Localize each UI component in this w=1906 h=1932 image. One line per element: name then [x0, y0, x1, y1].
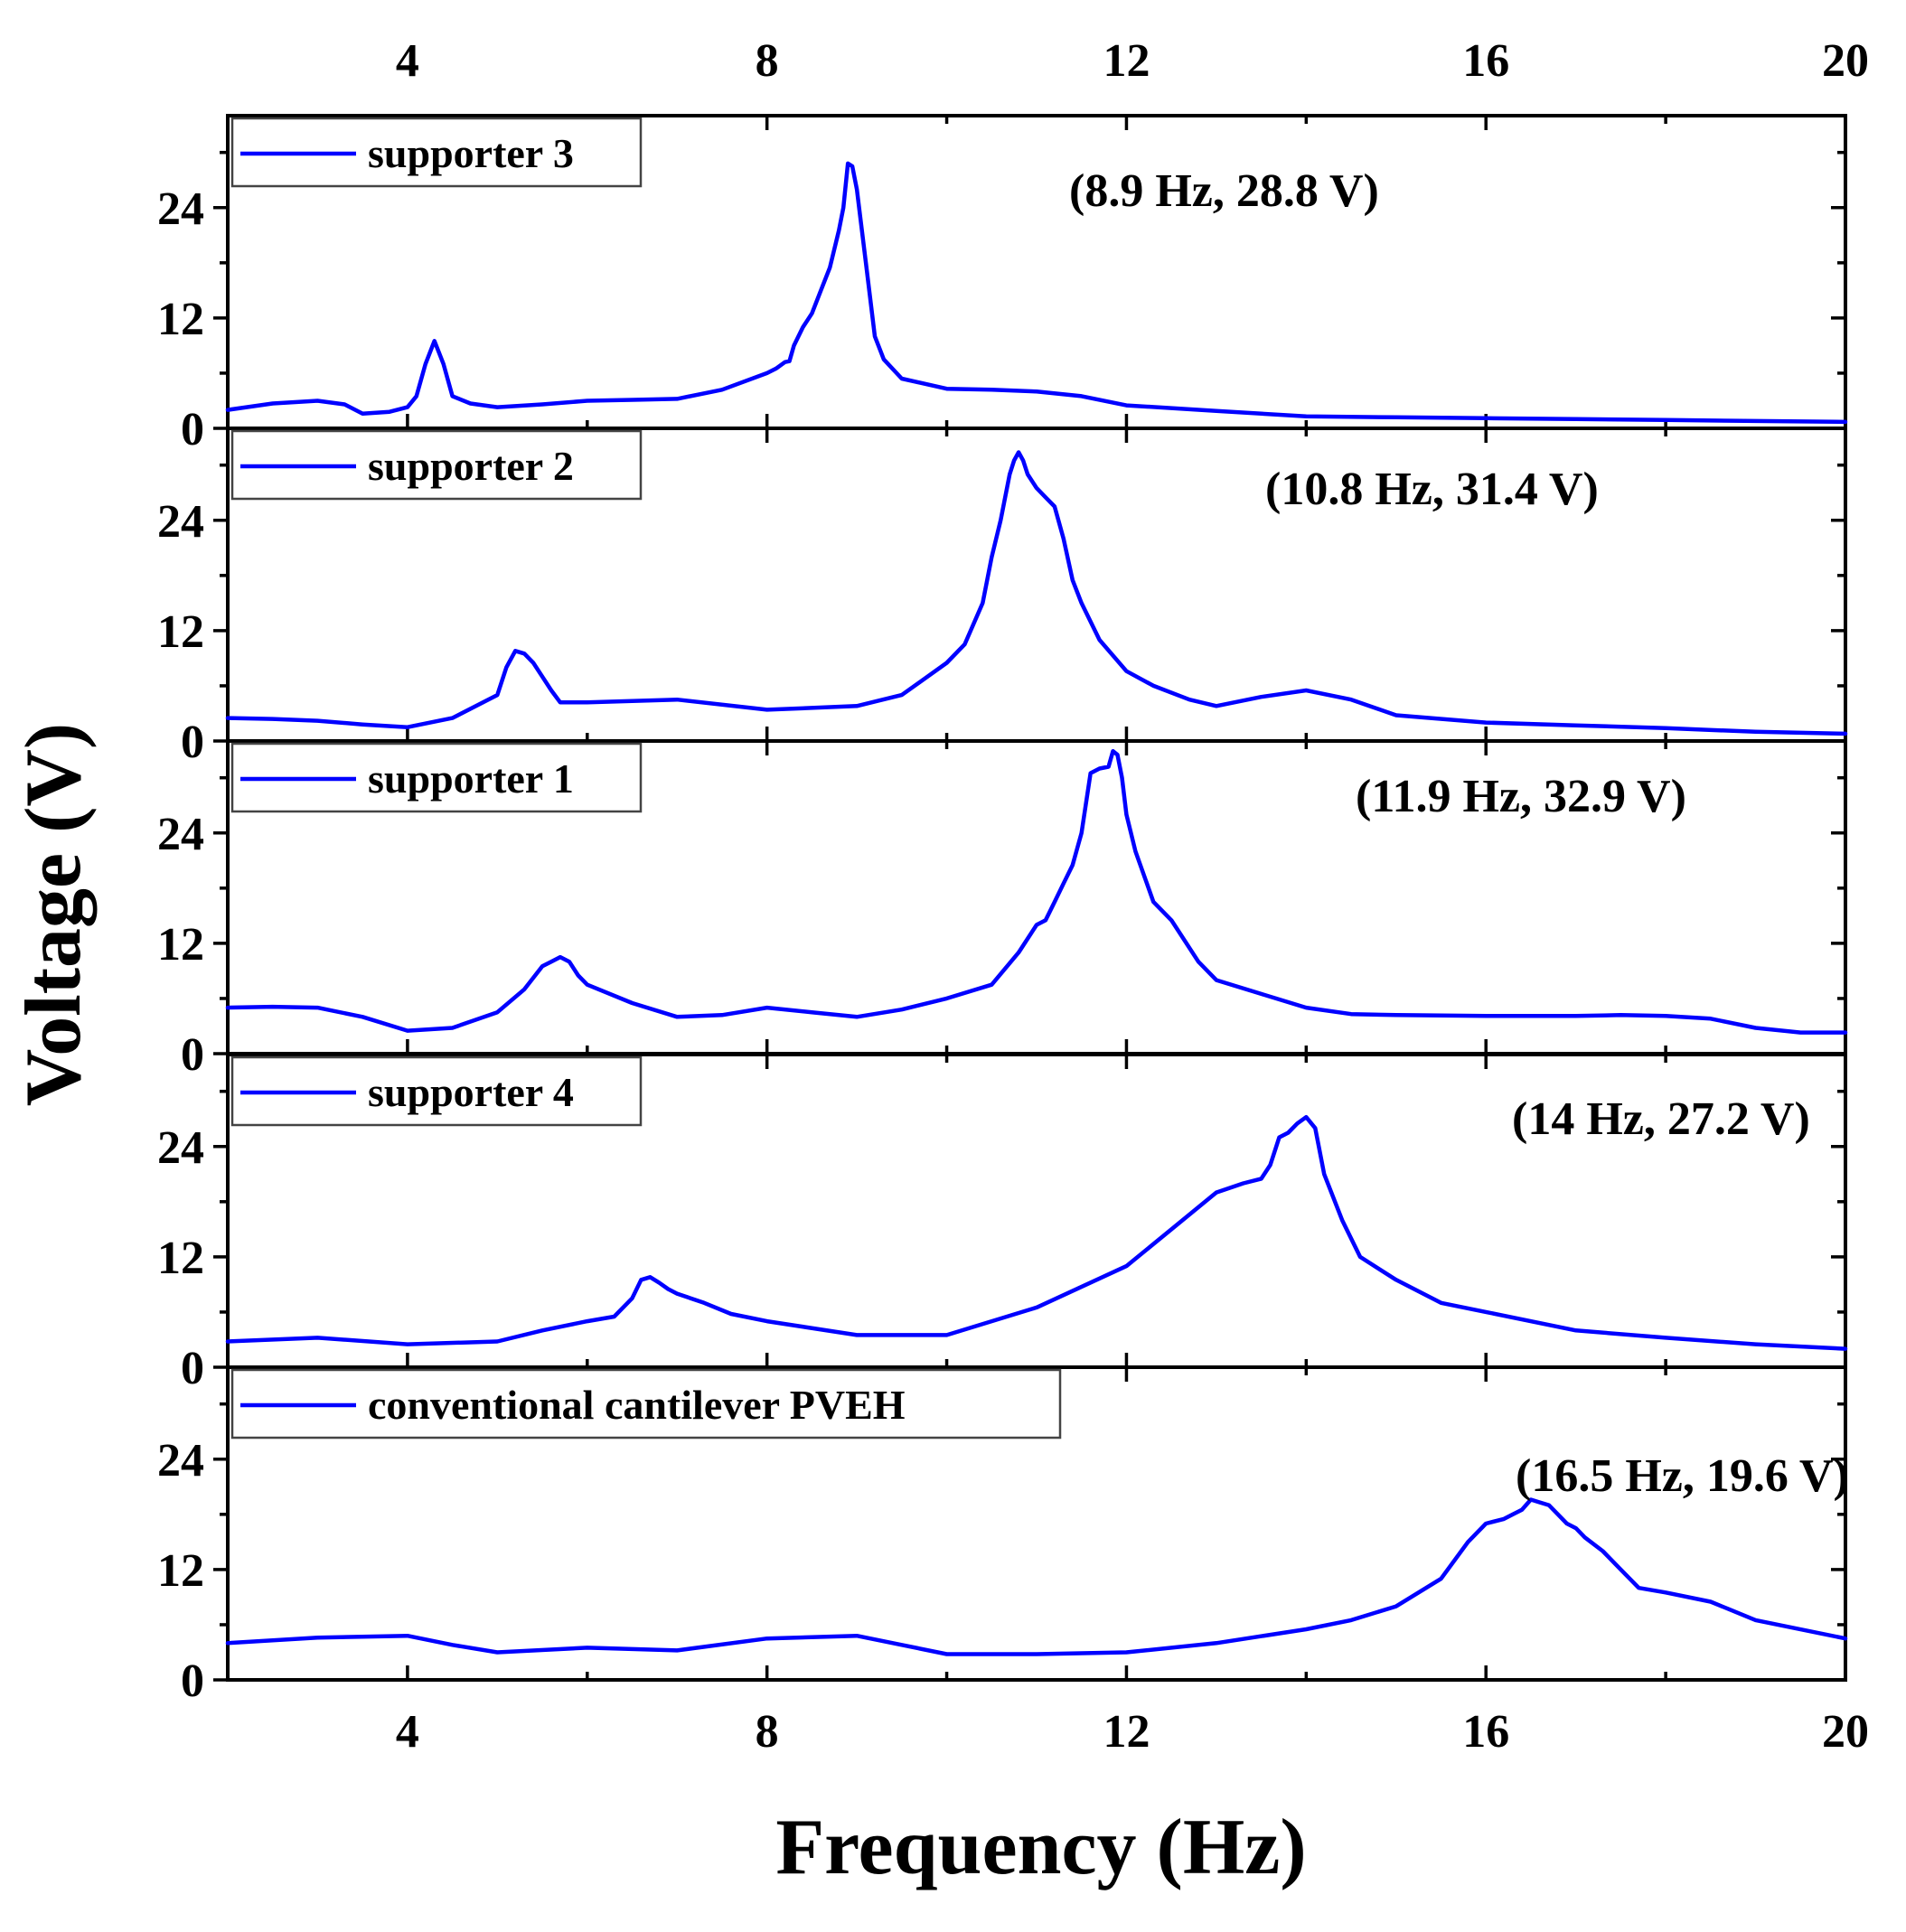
peak-annotation: (14 Hz, 27.2 V)	[1512, 1093, 1810, 1145]
series-line-5	[225, 1497, 1848, 1656]
series-line-1	[225, 161, 1848, 425]
x-axis-title: Frequency (Hz)	[775, 1804, 1306, 1891]
legend-label: supporter 3	[368, 130, 574, 176]
legend-label: conventional cantilever PVEH	[368, 1382, 906, 1428]
y-tick-label: 12	[157, 294, 204, 345]
x-tick-label-bottom: 4	[396, 1706, 419, 1758]
y-tick-label: 0	[181, 1343, 204, 1394]
y-tick-label: 24	[157, 496, 204, 548]
legend: supporter 1	[230, 742, 643, 813]
panel-1: 0 12 24 supporter 3 (8.9 Hz, 28.8 V)	[157, 114, 1848, 455]
x-tick-label-bottom: 16	[1462, 1706, 1509, 1758]
y-tick-label: 0	[181, 1655, 204, 1707]
peak-annotation: (16.5 Hz, 19.6 V)	[1516, 1450, 1849, 1502]
y-tick-label: 12	[157, 1545, 204, 1597]
y-tick-label: 24	[157, 183, 204, 235]
series-line-2	[225, 450, 1848, 736]
bottom-x-tick-labels: 4 8 12 16 20	[396, 1706, 1869, 1758]
x-tick-label-bottom: 12	[1103, 1706, 1150, 1758]
peak-annotation: (8.9 Hz, 28.8 V)	[1069, 165, 1379, 217]
panel-5: 0 12 24 conventional cantilever PVEH (16.5 H…	[157, 1365, 1849, 1707]
y-tick-label: 0	[181, 404, 204, 455]
legend: conventional cantilever PVEH	[230, 1368, 1062, 1440]
series-line-4	[225, 1114, 1848, 1351]
panel-frame	[226, 1365, 1847, 1682]
x-tick-label-top: 20	[1822, 35, 1869, 87]
legend-label: supporter 1	[368, 755, 574, 802]
x-tick-label-top: 12	[1103, 35, 1150, 87]
peak-annotation: (10.8 Hz, 31.4 V)	[1265, 464, 1599, 515]
x-tick-label-bottom: 20	[1822, 1706, 1869, 1758]
legend-box	[230, 1368, 1062, 1440]
x-tick-label-top: 4	[396, 35, 419, 87]
y-axis-title: Voltage (V)	[10, 723, 98, 1106]
y-tick-label: 12	[157, 919, 204, 971]
panel-4: 0 12 24 supporter 4 (14 Hz, 27.2 V)	[157, 1053, 1848, 1394]
series-line-3	[225, 748, 1848, 1035]
legend-label: supporter 2	[368, 443, 574, 489]
panels-layer: 0 12 24 supporter 3 (8.9 Hz, 28.8 V) 0 12 24 sup…	[157, 114, 1849, 1707]
y-tick-label: 0	[181, 717, 204, 768]
legend-label: supporter 4	[368, 1069, 574, 1115]
y-tick-label: 0	[181, 1029, 204, 1081]
x-tick-label-top: 8	[756, 35, 779, 87]
y-tick-label: 24	[157, 1122, 204, 1174]
y-tick-label: 24	[157, 1435, 204, 1487]
y-tick-label: 12	[157, 1233, 204, 1284]
top-x-tick-labels: 4 8 12 16 20	[396, 35, 1869, 87]
panel-2: 0 12 24 supporter 2 (10.8 Hz, 31.4 V)	[157, 427, 1848, 768]
legend: supporter 3	[230, 117, 643, 188]
legend: supporter 4	[230, 1055, 643, 1127]
x-tick-label-top: 16	[1462, 35, 1509, 87]
y-tick-label: 12	[157, 606, 204, 658]
y-tick-label: 24	[157, 809, 204, 860]
legend: supporter 2	[230, 429, 643, 501]
x-tick-label-bottom: 8	[756, 1706, 779, 1758]
panel-3: 0 12 24 supporter 1 (11.9 Hz, 32.9 V)	[157, 739, 1848, 1081]
peak-annotation: (11.9 Hz, 32.9 V)	[1356, 771, 1686, 822]
